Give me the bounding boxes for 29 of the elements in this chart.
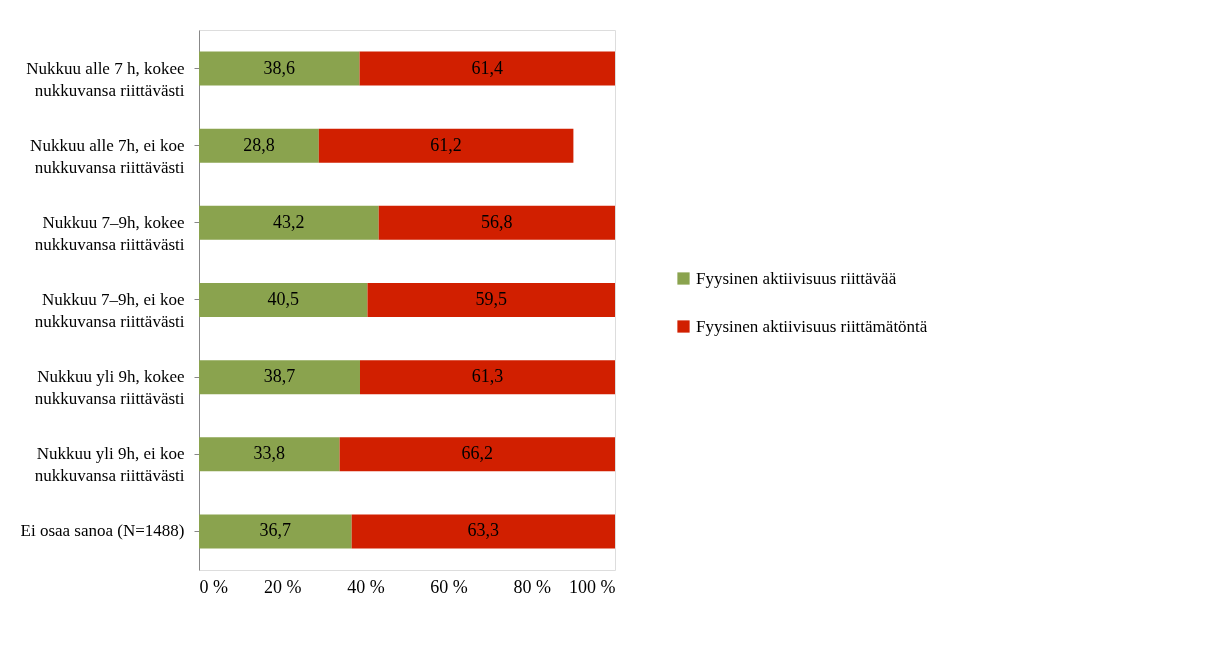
y-tick-label: Nukkuu yli 9h, kokee nukkuvansa riittävästi (34, 367, 185, 409)
data-label: 61,4 (471, 57, 504, 78)
data-label: 43,2 (273, 211, 305, 232)
data-label: 40,5 (267, 289, 299, 309)
data-label: 59,5 (475, 289, 507, 309)
data-label: 33,8 (253, 443, 286, 464)
y-tick-label: Nukkuu alle 7 h, kokee nukkuvansa riittävästi (26, 58, 185, 100)
legend-label: Fyysinen aktiivisuus riittämätöntä (696, 316, 928, 336)
y-tick-label: Nukkuu 7–9h, kokee nukkuvansa riittävästi (34, 212, 185, 254)
data-label: 28,8 (243, 134, 275, 155)
data-label: 66,2 (461, 443, 494, 464)
x-tick-label: 20 % (263, 576, 302, 597)
data-label: 63,3 (467, 520, 500, 541)
data-label: 61,2 (430, 134, 462, 155)
x-tick-label: 100 % (569, 576, 616, 597)
data-label: 38,7 (263, 366, 296, 387)
data-label: 38,6 (263, 57, 296, 78)
x-tick-label: 60 % (430, 576, 468, 597)
y-tick-label: Nukkuu yli 9h, ei koe nukkuvansa riittävästi (34, 444, 185, 486)
y-tick-label: Nukkuu alle 7h, ei koe nukkuvansa riittävästi (30, 135, 185, 177)
x-tick-label: 0 % (199, 576, 228, 597)
legend-label: Fyysinen aktiivisuus riittävää (696, 268, 897, 288)
data-label: 56,8 (481, 211, 513, 232)
y-tick-label: Ei osaa sanoa (N=1488) (20, 521, 185, 541)
x-tick-label: 80 % (513, 576, 552, 597)
y-tick-label: Nukkuu 7–9h, ei koe nukkuvansa riittävästi (34, 290, 185, 331)
data-label: 61,3 (471, 366, 504, 387)
x-tick-label: 40 % (347, 576, 385, 597)
data-label: 36,7 (259, 520, 292, 541)
